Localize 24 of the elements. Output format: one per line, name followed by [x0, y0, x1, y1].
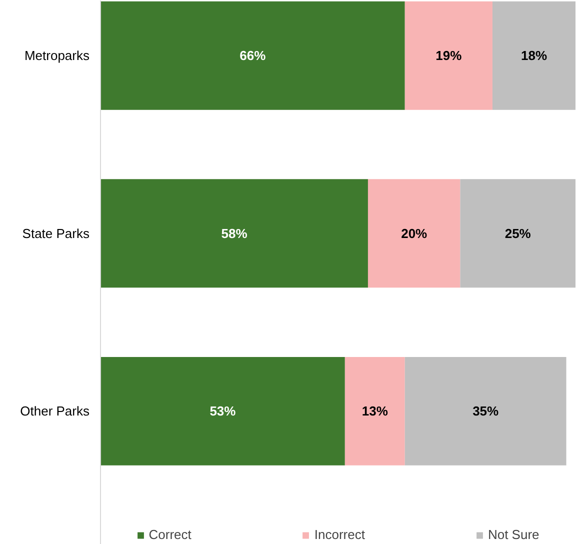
- data-label: 25%: [504, 226, 532, 241]
- y-tick-label: Metroparks: [24, 48, 90, 64]
- data-label: 20%: [401, 226, 428, 241]
- bar: [492, 1, 576, 110]
- legend-label: Incorrect: [314, 527, 365, 542]
- y-tick-label: State Parks: [22, 226, 90, 241]
- data-label: 66%: [240, 48, 266, 64]
- bar: [404, 1, 492, 110]
- legend-label: Correct: [148, 527, 192, 542]
- bar: [100, 1, 405, 110]
- data-label: 13%: [362, 404, 388, 419]
- legend-label: Not Sure: [488, 527, 540, 542]
- data-label: 35%: [472, 404, 500, 419]
- data-label: 53%: [210, 404, 236, 419]
- bar: [100, 179, 368, 288]
- data-label: 18%: [520, 48, 548, 64]
- data-label: 19%: [436, 48, 462, 64]
- data-label: 58%: [221, 226, 248, 241]
- y-tick-label: Other Parks: [20, 404, 90, 419]
- bar: [404, 356, 566, 466]
- bar: [344, 356, 405, 466]
- bar: [460, 179, 576, 288]
- bar: [100, 356, 345, 466]
- bar: [368, 179, 460, 288]
